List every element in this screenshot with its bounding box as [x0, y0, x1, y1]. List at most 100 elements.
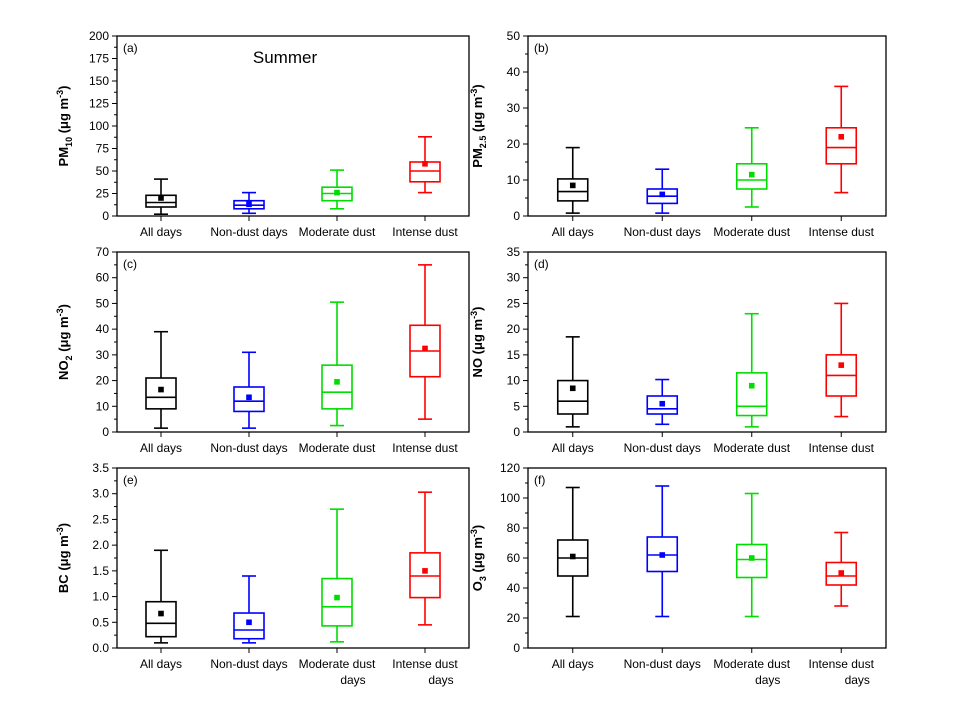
y-tick-label: 70 — [96, 245, 110, 259]
y-label-base: PM — [470, 148, 485, 168]
y-tick-label: 20 — [96, 374, 110, 388]
y-axis-label: BC (μg m-3) — [55, 523, 71, 593]
x-tick-label: Moderate dust — [713, 225, 790, 239]
y-tick-label: 3.5 — [92, 461, 109, 475]
y-tick-label: 60 — [507, 551, 521, 565]
panel-e: 0.0 0.5 1.0 1.5 2.0 2.5 3.0 3.5 All days Non-dust… — [55, 461, 470, 687]
x-tick-label: All days — [140, 657, 182, 671]
box-3 — [409, 264, 441, 420]
y-tick-label: 20 — [507, 322, 521, 336]
box-iqr — [825, 127, 858, 165]
y-label-base: O — [470, 581, 485, 591]
y-tick-label: 1.0 — [92, 590, 109, 604]
box-iqr — [321, 577, 353, 627]
y-tick-label: 50 — [96, 296, 110, 310]
y-tick-label: 125 — [89, 97, 109, 111]
x-tick-label: Non-dust days — [210, 441, 287, 455]
x-tick-label: Intense dust — [809, 441, 875, 455]
y-label-sup: -3 — [469, 89, 479, 97]
y-tick-label: 5 — [513, 399, 520, 413]
y-label-unit: (μg m — [470, 319, 485, 358]
y-tick-label: 60 — [96, 271, 110, 285]
x-tick-label: Non-dust days — [210, 657, 287, 671]
x-tick-label: All days — [552, 657, 594, 671]
box-2 — [735, 312, 768, 428]
y-tick-label: 25 — [96, 187, 110, 201]
panel-label: (d) — [534, 257, 549, 271]
box-0 — [556, 486, 589, 618]
y-tick-label: 20 — [507, 611, 521, 625]
plot-frame — [527, 251, 887, 433]
y-label-unit: (μg m — [56, 98, 71, 137]
box-iqr — [556, 178, 589, 202]
box-2 — [321, 508, 353, 643]
box-2 — [735, 492, 768, 618]
box-2 — [321, 169, 353, 210]
box-iqr — [646, 395, 679, 415]
x-tick-label: Non-dust days — [210, 225, 287, 239]
plot-frame — [116, 251, 470, 433]
x-tick-label: Intense dust — [392, 441, 458, 455]
panel-b: 0 10 20 30 40 50 All days Non-dust days Moderate… — [469, 29, 887, 239]
box-iqr — [556, 379, 589, 415]
y-tick-label: 40 — [96, 322, 110, 336]
panel-label: (f) — [534, 473, 545, 487]
y-tick-label: 35 — [507, 245, 521, 259]
box-3 — [825, 85, 858, 194]
x-tick-label: Non-dust days — [624, 225, 701, 239]
x-tick-label: Non-dust days — [624, 441, 701, 455]
y-tick-label: 0 — [513, 641, 520, 655]
box-2 — [321, 301, 353, 427]
x-tick-label: Intense dust — [809, 225, 875, 239]
x-tick-label: Intense dust days — [809, 657, 875, 687]
y-tick-label: 50 — [96, 164, 110, 178]
box-0 — [145, 178, 177, 215]
y-label-unit-close: ) — [56, 86, 71, 90]
y-label-sup: -3 — [469, 529, 479, 537]
y-tick-label: 10 — [507, 173, 521, 187]
y-label-unit: (μg m — [56, 316, 71, 355]
y-tick-label: 0 — [102, 209, 109, 223]
box-iqr — [145, 377, 177, 410]
panel-d: 0 5 10 15 20 25 30 35 All days Non-dust days Moder… — [469, 245, 887, 455]
y-axis-label: PM10 (μg m-3) — [55, 86, 74, 167]
y-axis-label: NO2 (μg m-3) — [55, 304, 74, 380]
panel-a: 0 25 50 75 100 125 150 175 200 All days Non-dust d… — [55, 29, 470, 239]
x-tick-label-line: days — [428, 673, 453, 687]
y-label-sup: -3 — [469, 311, 479, 319]
y-label-unit-close: ) — [56, 304, 71, 308]
mean-marker — [748, 555, 755, 561]
box-iqr — [735, 543, 768, 579]
y-label-sup: -3 — [55, 90, 65, 98]
y-tick-label: 1.5 — [92, 564, 109, 578]
y-label-unit-close: ) — [56, 523, 71, 527]
mean-marker — [422, 568, 428, 574]
y-tick-label: 100 — [500, 491, 520, 505]
mean-marker — [422, 345, 428, 352]
box-1 — [646, 168, 679, 214]
y-tick-label: 3.0 — [92, 487, 109, 501]
y-tick-label: 75 — [96, 142, 110, 156]
mean-marker — [334, 594, 340, 601]
y-label-base: NO — [470, 358, 485, 378]
x-tick-label: All days — [552, 441, 594, 455]
y-tick-label: 0 — [513, 425, 520, 439]
x-tick-label: Moderate dust days — [713, 657, 790, 687]
box-1 — [233, 191, 265, 215]
box-2 — [735, 127, 768, 208]
x-tick-label: Moderate dust days — [299, 657, 376, 687]
y-label-unit-close: ) — [470, 525, 485, 529]
y-label-sup: -3 — [55, 308, 65, 316]
mean-marker — [569, 385, 576, 392]
box-3 — [409, 136, 441, 194]
y-tick-label: 100 — [89, 119, 109, 133]
box-3 — [825, 531, 858, 607]
x-tick-label: All days — [140, 225, 182, 239]
mean-marker — [569, 182, 576, 189]
y-label-sub: 10 — [64, 137, 74, 147]
panel-label: (a) — [123, 41, 138, 55]
x-tick-label: Intense dust days — [392, 657, 458, 687]
mean-marker — [838, 570, 845, 576]
y-tick-label: 0 — [513, 209, 520, 223]
